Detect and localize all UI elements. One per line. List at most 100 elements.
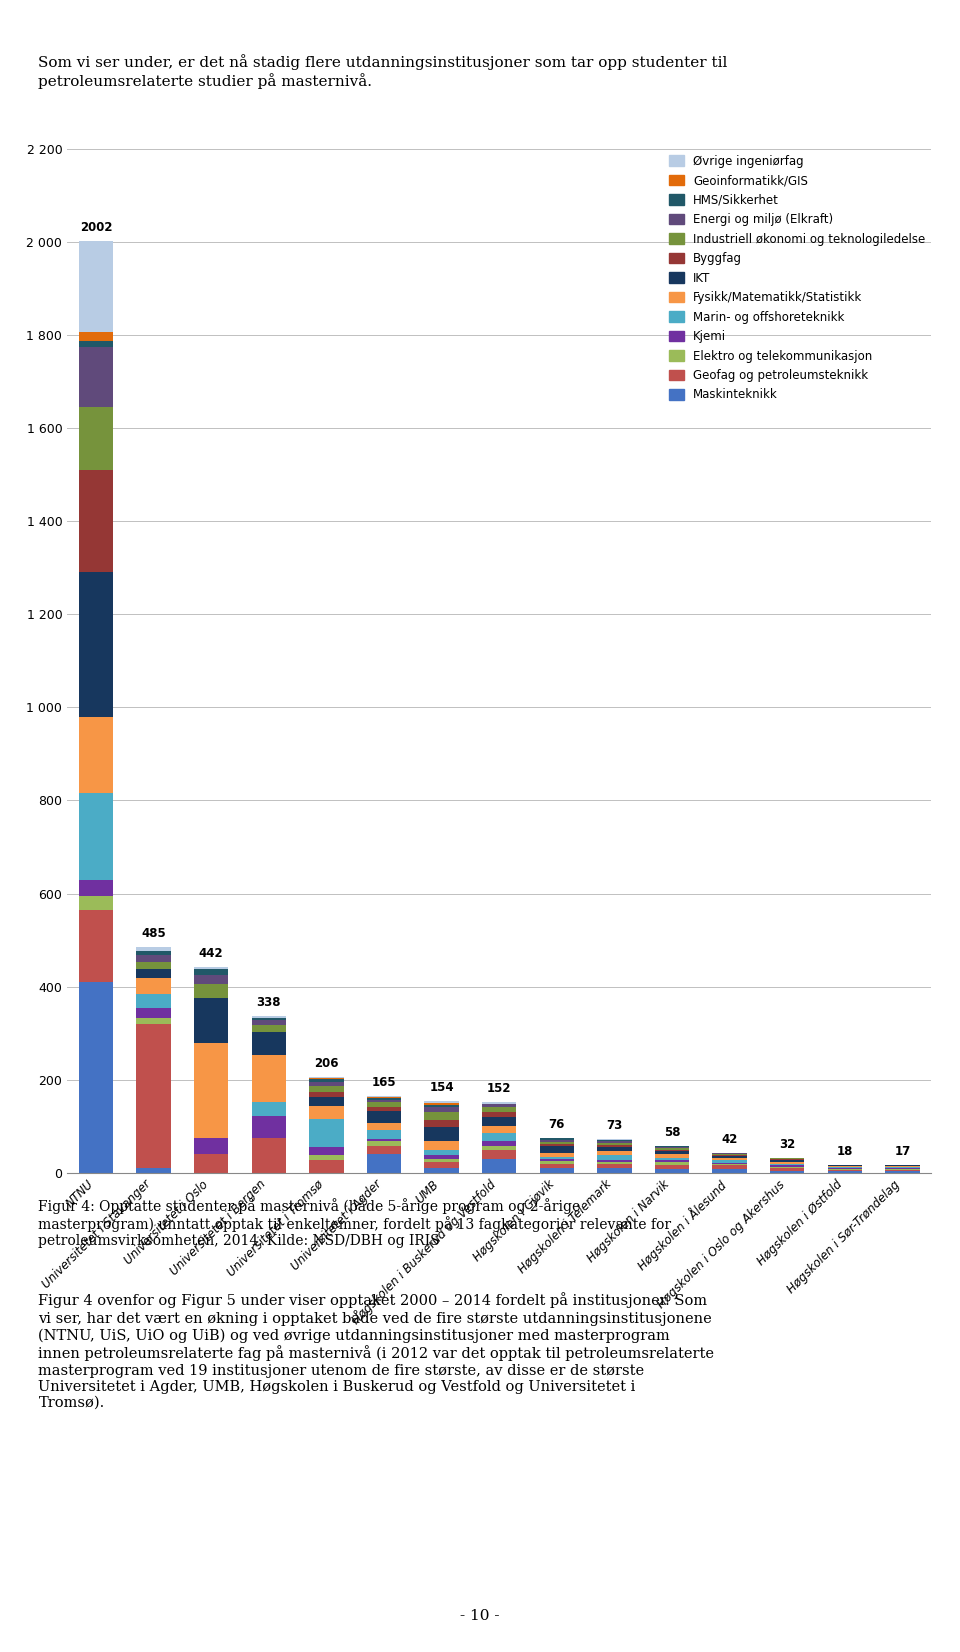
Bar	[309, 1105, 344, 1118]
Bar	[655, 1160, 689, 1163]
Bar	[367, 1142, 401, 1146]
Bar	[712, 1170, 747, 1173]
Bar	[712, 1158, 747, 1160]
Bar	[79, 406, 113, 469]
Text: 32: 32	[780, 1138, 795, 1151]
Bar	[309, 1082, 344, 1087]
Bar	[136, 1018, 171, 1024]
Text: Figur 4: Opptatte studenter på masternivå (både 5-årige program og 2-årige
maste: Figur 4: Opptatte studenter på masterniv…	[38, 1198, 672, 1249]
Text: 338: 338	[256, 996, 281, 1009]
Bar	[79, 241, 113, 332]
Bar	[482, 1142, 516, 1146]
Bar	[194, 985, 228, 998]
Text: 42: 42	[721, 1133, 738, 1146]
Bar	[597, 1151, 632, 1155]
Bar	[367, 1100, 401, 1102]
Text: Figur 4 ovenfor og Figur 5 under viser opptaket 2000 – 2014 fordelt på institusj: Figur 4 ovenfor og Figur 5 under viser o…	[38, 1292, 714, 1409]
Bar	[424, 1107, 459, 1112]
Bar	[194, 966, 228, 970]
Bar	[79, 981, 113, 1173]
Bar	[540, 1146, 574, 1153]
Bar	[367, 1138, 401, 1142]
Bar	[655, 1165, 689, 1170]
Bar	[540, 1160, 574, 1161]
Text: 58: 58	[663, 1127, 681, 1138]
Bar	[367, 1102, 401, 1107]
Bar	[79, 332, 113, 340]
Bar	[424, 1127, 459, 1142]
Bar	[482, 1117, 516, 1127]
Bar	[136, 1008, 171, 1018]
Bar	[597, 1160, 632, 1163]
Bar	[309, 1087, 344, 1092]
Bar	[424, 1168, 459, 1173]
Bar	[540, 1142, 574, 1145]
Text: 76: 76	[548, 1117, 565, 1130]
Bar	[79, 910, 113, 981]
Bar	[424, 1112, 459, 1120]
Legend: Øvrige ingeniørfag, Geoinformatikk/GIS, HMS/Sikkerhet, Energi og miljø (Elkraft): Øvrige ingeniørfag, Geoinformatikk/GIS, …	[669, 155, 925, 401]
Bar	[252, 1024, 286, 1032]
Bar	[424, 1155, 459, 1160]
Bar	[79, 879, 113, 895]
Bar	[712, 1165, 747, 1170]
Bar	[597, 1165, 632, 1168]
Bar	[367, 1123, 401, 1130]
Text: Som vi ser under, er det nå stadig flere utdanningsinstitusjoner som tar opp stu: Som vi ser under, er det nå stadig flere…	[38, 55, 728, 89]
Bar	[424, 1150, 459, 1155]
Bar	[367, 1107, 401, 1112]
Bar	[655, 1148, 689, 1150]
Bar	[424, 1161, 459, 1168]
Bar	[194, 1155, 228, 1173]
Bar	[367, 1155, 401, 1173]
Bar	[194, 998, 228, 1042]
Bar	[482, 1160, 516, 1173]
Bar	[252, 1021, 286, 1024]
Bar	[309, 1118, 344, 1146]
Bar	[79, 572, 113, 717]
Bar	[136, 1024, 171, 1168]
Bar	[597, 1155, 632, 1160]
Bar	[770, 1171, 804, 1173]
Bar	[136, 1168, 171, 1173]
Bar	[252, 1018, 286, 1021]
Bar	[540, 1168, 574, 1173]
Bar	[655, 1155, 689, 1158]
Bar	[136, 952, 171, 955]
Bar	[252, 1032, 286, 1056]
Bar	[482, 1127, 516, 1133]
Bar	[540, 1140, 574, 1142]
Text: 17: 17	[895, 1145, 910, 1158]
Bar	[136, 947, 171, 952]
Bar	[79, 340, 113, 347]
Bar	[482, 1105, 516, 1107]
Bar	[252, 1115, 286, 1138]
Bar	[482, 1107, 516, 1112]
Bar	[828, 1171, 862, 1173]
Bar	[79, 895, 113, 910]
Bar	[424, 1120, 459, 1127]
Bar	[309, 1155, 344, 1160]
Bar	[655, 1151, 689, 1155]
Bar	[136, 978, 171, 995]
Bar	[597, 1145, 632, 1146]
Text: 73: 73	[607, 1118, 622, 1132]
Bar	[252, 1102, 286, 1115]
Bar	[136, 995, 171, 1008]
Bar	[424, 1105, 459, 1107]
Bar	[252, 1016, 286, 1018]
Bar	[540, 1156, 574, 1160]
Bar	[597, 1146, 632, 1151]
Bar	[540, 1145, 574, 1146]
Bar	[194, 975, 228, 985]
Bar	[540, 1163, 574, 1168]
Bar	[482, 1150, 516, 1160]
Bar	[367, 1099, 401, 1100]
Bar	[770, 1163, 804, 1165]
Bar	[597, 1163, 632, 1165]
Bar	[79, 347, 113, 406]
Bar	[770, 1160, 804, 1163]
Text: 154: 154	[429, 1082, 454, 1094]
Bar	[655, 1163, 689, 1165]
Bar	[655, 1158, 689, 1160]
